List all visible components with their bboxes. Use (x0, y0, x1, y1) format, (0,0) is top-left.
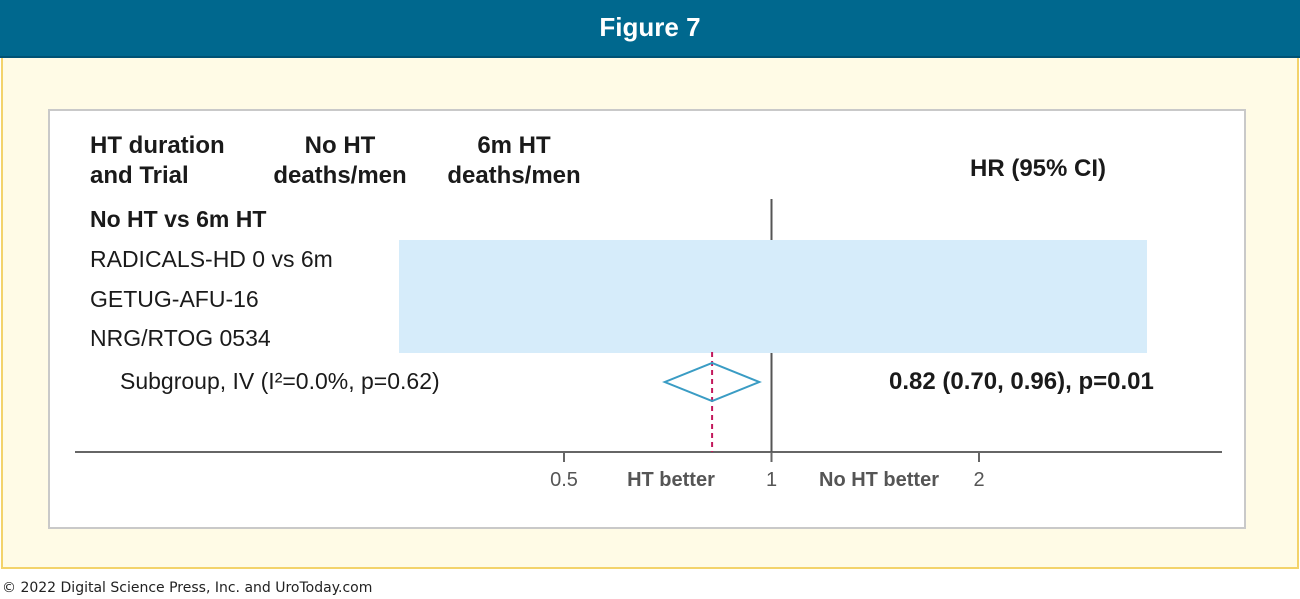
study-label-radicals: RADICALS-HD 0 vs 6m (90, 246, 333, 272)
x-tick-label: 2 (973, 469, 984, 491)
col-trial-line2: and Trial (90, 162, 189, 189)
x-ticks: 0.5 1 2 (550, 452, 985, 491)
redacted-area (399, 240, 1147, 353)
col-6mht-line2: deaths/men (447, 162, 581, 189)
summary-label: Subgroup, IV (I²=0.0%, p=0.62) (120, 368, 440, 394)
group-label: No HT vs 6m HT (90, 206, 267, 232)
figure-title: Figure 7 (599, 12, 701, 42)
copyright-footer: © 2022 Digital Science Press, Inc. and U… (2, 580, 373, 596)
direction-right-label: No HT better (819, 469, 939, 491)
figure-header: Figure 7 (0, 0, 1300, 58)
summary-diamond (662, 361, 762, 403)
col-6mht-line1: 6m HT (477, 132, 551, 159)
study-label-rtog: NRG/RTOG 0534 (90, 325, 271, 351)
col-hr: HR (95% CI) (970, 155, 1107, 182)
direction-left-label: HT better (627, 469, 715, 491)
x-tick-label: 0.5 (550, 469, 578, 491)
study-label-getug: GETUG-AFU-16 (90, 286, 259, 312)
x-tick-label: 1 (766, 469, 777, 491)
col-trial-line1: HT duration (90, 132, 225, 159)
col-noht-line1: No HT (304, 132, 376, 159)
summary-hr-text: 0.82 (0.70, 0.96), p=0.01 (889, 368, 1154, 395)
col-noht-line2: deaths/men (273, 162, 407, 189)
